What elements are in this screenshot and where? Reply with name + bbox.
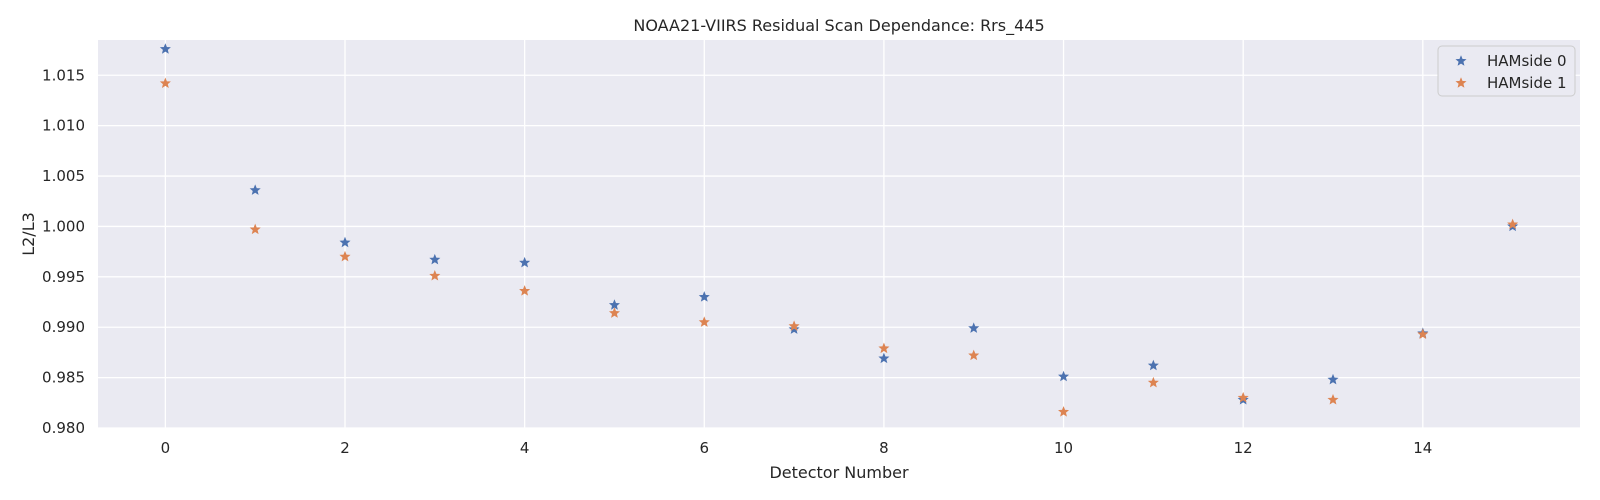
chart-title: NOAA21-VIIRS Residual Scan Dependance: R… — [633, 16, 1044, 36]
point-hamside-0 — [968, 322, 980, 333]
point-hamside-1 — [339, 250, 351, 262]
x-tick-label: 10 — [1054, 439, 1073, 457]
y-tick-label: 0.990 — [42, 318, 85, 336]
legend: HAMside 0 HAMside 1 — [1437, 45, 1576, 97]
point-hamside-0 — [159, 43, 171, 54]
point-hamside-0 — [698, 291, 710, 302]
legend-box — [1437, 45, 1576, 97]
y-tick-label: 1.010 — [42, 117, 85, 135]
point-hamside-1 — [1058, 406, 1070, 417]
x-tick-label: 12 — [1234, 439, 1253, 457]
point-hamside-1 — [968, 349, 980, 361]
x-tick-label: 0 — [161, 439, 171, 457]
plot-area — [98, 40, 1580, 428]
point-hamside-0 — [1147, 359, 1159, 371]
x-tick-label: 14 — [1413, 439, 1432, 457]
point-hamside-1 — [1507, 218, 1519, 230]
legend-label-hamside-0: HAMside 0 — [1487, 52, 1567, 70]
grid-lines — [98, 40, 1580, 429]
point-hamside-1 — [698, 316, 710, 327]
point-hamside-0 — [1327, 373, 1339, 385]
point-hamside-0 — [1058, 370, 1070, 382]
point-hamside-1 — [429, 270, 441, 281]
x-tick-label: 8 — [879, 439, 889, 457]
point-hamside-1 — [878, 342, 890, 354]
y-axis-ticks: 0.980 0.985 0.990 0.995 1.000 1.005 1.010 1.015 — [42, 66, 85, 437]
x-axis-title: Detector Number — [769, 463, 909, 482]
legend-marker-hamside-1 — [1455, 77, 1467, 88]
y-tick-label: 1.000 — [42, 217, 85, 235]
point-hamside-0 — [878, 352, 890, 364]
point-hamside-1 — [159, 77, 171, 89]
x-tick-label: 2 — [340, 439, 350, 457]
point-hamside-1 — [1147, 376, 1159, 388]
x-axis-ticks: 0 2 4 6 8 10 12 14 — [161, 439, 1433, 457]
point-hamside-0 — [429, 253, 441, 265]
point-hamside-0 — [249, 184, 261, 195]
point-hamside-1 — [1237, 391, 1249, 403]
point-hamside-0 — [608, 299, 620, 310]
y-tick-label: 0.995 — [42, 268, 85, 286]
point-hamside-1 — [1417, 328, 1429, 339]
data-points — [159, 43, 1519, 417]
point-hamside-1 — [788, 320, 800, 331]
y-tick-label: 0.985 — [42, 369, 85, 387]
legend-marker-hamside-0 — [1455, 55, 1467, 66]
point-hamside-1 — [608, 307, 620, 318]
x-tick-label: 4 — [520, 439, 530, 457]
y-tick-label: 0.980 — [42, 419, 85, 437]
y-tick-label: 1.015 — [42, 66, 85, 84]
point-hamside-1 — [519, 285, 531, 296]
point-hamside-0 — [519, 256, 531, 268]
point-hamside-1 — [1327, 393, 1339, 405]
x-tick-label: 6 — [699, 439, 709, 457]
legend-label-hamside-1: HAMside 1 — [1487, 74, 1567, 92]
point-hamside-0 — [339, 236, 351, 248]
y-axis-title: L2/L3 — [19, 212, 38, 256]
y-tick-label: 1.005 — [42, 167, 85, 185]
point-hamside-1 — [249, 223, 261, 235]
